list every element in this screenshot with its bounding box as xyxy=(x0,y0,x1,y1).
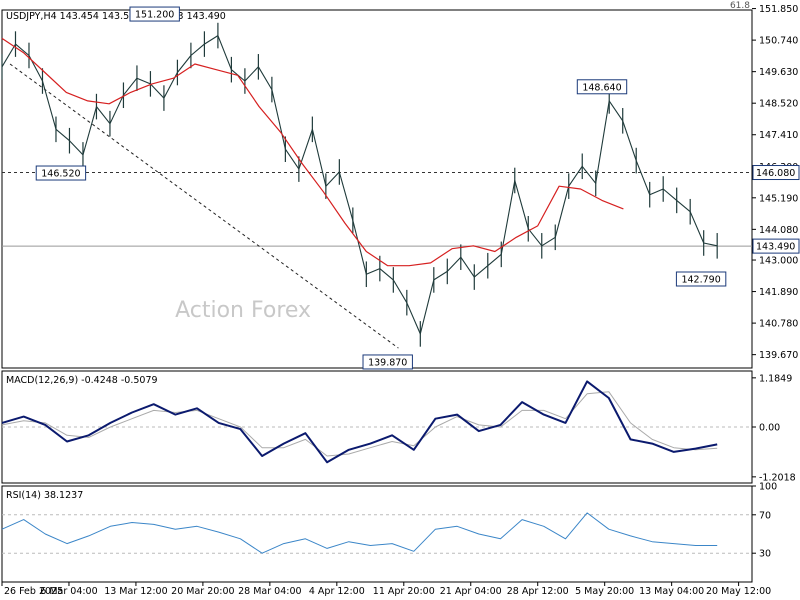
rsi-axis-tick-label: 30 xyxy=(759,549,771,560)
price-axis-tick-label: 145.190 xyxy=(759,193,798,204)
resistance-level-label: 146.080 xyxy=(756,168,795,179)
price-axis-tick-label: 140.780 xyxy=(759,319,798,330)
x-tick-label: 13 May 04:00 xyxy=(639,586,704,597)
price-annotation-label: 151.200 xyxy=(135,10,174,21)
price-annotation-label: 139.870 xyxy=(368,357,407,368)
price-axis-tick-label: 139.670 xyxy=(759,350,798,361)
price-axis-tick-label: 143.000 xyxy=(759,256,798,267)
price-axis-tick-label: 151.850 xyxy=(759,4,798,15)
macd-signal-line xyxy=(1,391,718,457)
symbol-label: USDJPY,H4 143.454 143.573 143.323 143.49… xyxy=(6,11,226,22)
current-price-label: 143.490 xyxy=(756,242,795,253)
x-tick-label: 11 Apr 20:00 xyxy=(373,586,435,597)
x-tick-label: 28 Mar 04:00 xyxy=(238,586,301,597)
macd-label: MACD(12,26,9) -0.4248 -0.5079 xyxy=(6,375,158,386)
x-tick-label: 5 May 20:00 xyxy=(575,586,634,597)
price-axis-tick-label: 150.740 xyxy=(759,36,798,47)
corner-label: 61.8 xyxy=(730,1,750,11)
rsi-line xyxy=(1,512,718,554)
macd-axis-tick-label: 1.1849 xyxy=(759,373,792,384)
price-axis-tick-label: 147.410 xyxy=(759,130,798,141)
price-annotation-box xyxy=(576,79,628,95)
price-annotation-box xyxy=(362,354,413,370)
price-axis-tick-label: 149.630 xyxy=(759,67,798,78)
macd-panel: MACD(12,26,9) -0.4248 -0.5079 1.1849 0.00 -… xyxy=(1,370,796,484)
x-tick-label: 13 Mar 12:00 xyxy=(104,586,167,597)
rsi-label: RSI(14) 38.1237 xyxy=(6,490,83,501)
price-annotation-box xyxy=(35,165,87,181)
rsi-panel: RSI(14) 38.1237 100 70 30 xyxy=(1,482,777,583)
current-price-box xyxy=(752,238,800,254)
x-tick-label: 26 Feb 2025 xyxy=(4,586,63,597)
macd-line xyxy=(1,380,718,464)
x-tick-label: 28 Apr 12:00 xyxy=(507,586,569,597)
price-annotation-box xyxy=(129,6,180,22)
price-annotation-label: 142.790 xyxy=(681,274,720,285)
x-tick-label: 21 Apr 04:00 xyxy=(440,586,502,597)
resistance-level-box xyxy=(752,165,800,181)
price-panel: USDJPY,H4 143.454 143.573 143.323 143.49… xyxy=(1,1,800,370)
price-annotation-label: 148.640 xyxy=(582,82,621,93)
price-axis-tick-label: 144.080 xyxy=(759,225,798,236)
watermark: Action Forex xyxy=(175,298,311,323)
price-axis-tick-label: 141.890 xyxy=(759,287,798,298)
rsi-axis-tick-label: 100 xyxy=(759,482,777,493)
price-annotation-label: 146.520 xyxy=(41,169,80,180)
x-tick-label: 20 May 12:00 xyxy=(706,586,771,597)
price-line xyxy=(1,35,718,335)
moving-average-line xyxy=(1,37,624,267)
macd-axis-tick-label: -1.2018 xyxy=(759,472,796,483)
x-tick-label: 4 Apr 12:00 xyxy=(309,586,365,597)
trendline xyxy=(9,63,399,349)
price-axis-tick-label: 148.520 xyxy=(759,99,798,110)
rsi-axis-tick-label: 70 xyxy=(759,510,771,521)
rsi-panel-frame xyxy=(1,485,753,583)
x-tick-label: 6 Mar 04:00 xyxy=(40,586,97,597)
macd-axis-tick-label: 0.00 xyxy=(759,423,780,434)
price-annotation-box xyxy=(675,271,727,287)
x-tick-label: 20 Mar 20:00 xyxy=(171,586,234,597)
